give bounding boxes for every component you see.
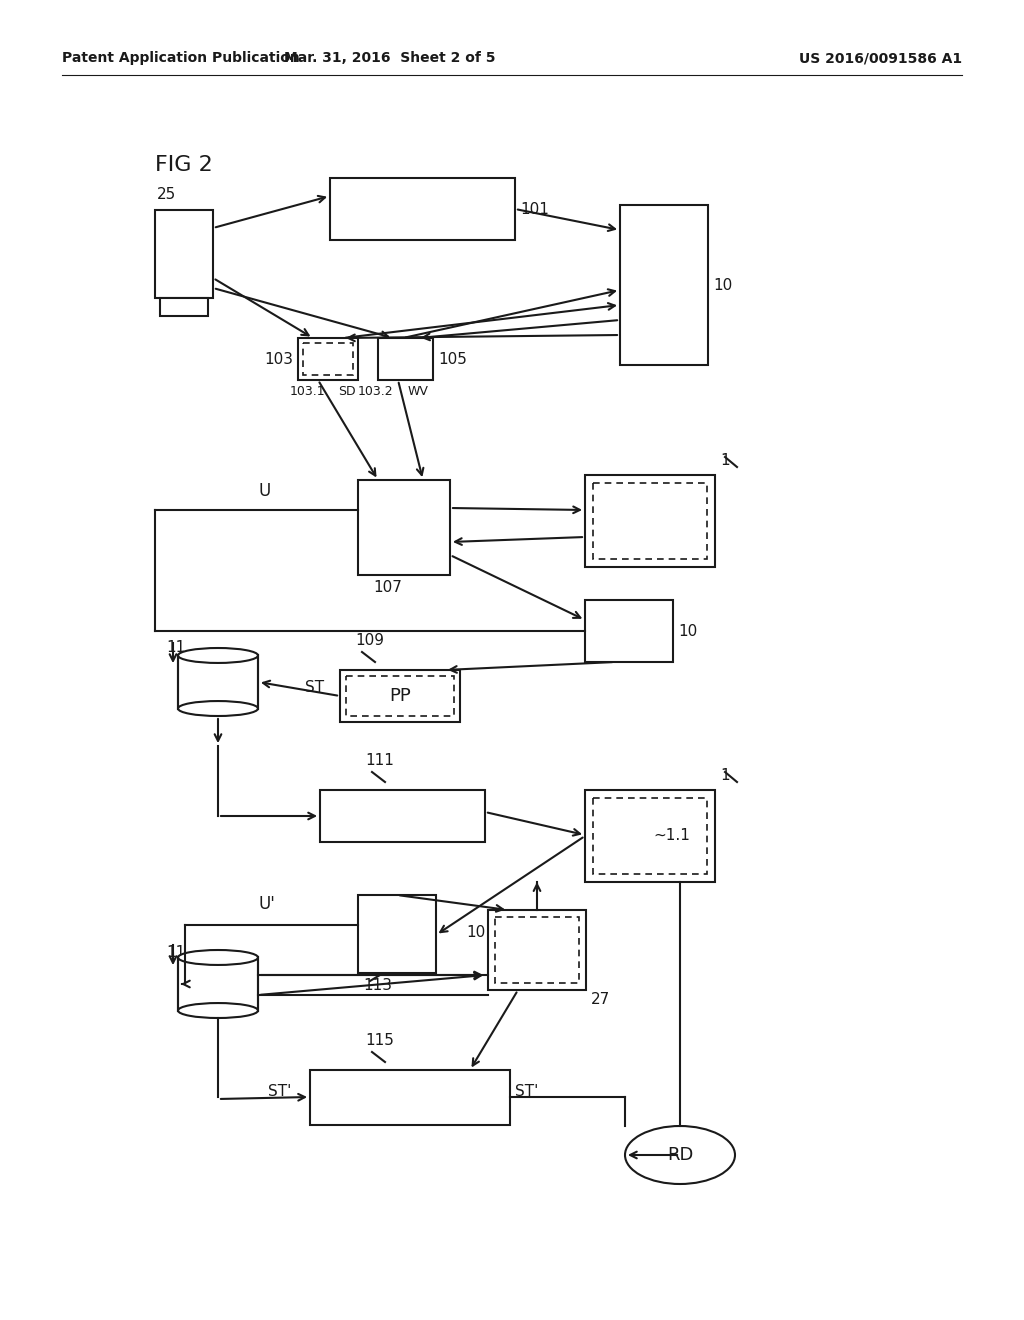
Text: ST': ST': [515, 1085, 539, 1100]
Text: 113: 113: [362, 978, 392, 993]
Text: 1: 1: [720, 453, 730, 469]
Text: PP: PP: [389, 686, 411, 705]
Ellipse shape: [625, 1126, 735, 1184]
Text: ~1.1: ~1.1: [640, 513, 677, 528]
Text: WV: WV: [408, 385, 429, 399]
Bar: [378, 338, 433, 380]
Text: 111: 111: [365, 752, 394, 768]
Text: 27: 27: [591, 993, 610, 1007]
Text: 115: 115: [365, 1034, 394, 1048]
Text: 103.1: 103.1: [290, 385, 326, 399]
Text: 10: 10: [713, 277, 732, 293]
Ellipse shape: [178, 648, 258, 663]
Bar: [319, 789, 485, 842]
Bar: [298, 338, 358, 380]
Text: U': U': [258, 895, 274, 913]
Text: 101: 101: [520, 202, 549, 216]
Ellipse shape: [178, 950, 258, 965]
Bar: [303, 343, 353, 375]
Ellipse shape: [178, 1003, 258, 1018]
Bar: [358, 895, 436, 973]
Text: ST: ST: [305, 681, 325, 696]
Text: RD: RD: [667, 1146, 693, 1164]
Text: ST': ST': [268, 1085, 292, 1100]
Ellipse shape: [178, 701, 258, 715]
Text: 103: 103: [264, 351, 293, 367]
Text: 10: 10: [466, 925, 485, 940]
Text: 107: 107: [373, 579, 401, 595]
Text: U: U: [258, 482, 270, 500]
Text: 1: 1: [720, 768, 730, 783]
Bar: [620, 205, 708, 366]
Bar: [330, 178, 515, 240]
Text: 25: 25: [157, 187, 176, 202]
Bar: [593, 799, 707, 874]
Text: 10: 10: [678, 623, 697, 639]
Text: 109: 109: [355, 634, 384, 648]
Bar: [179, 957, 257, 1011]
Bar: [593, 483, 707, 558]
Bar: [340, 671, 460, 722]
Bar: [495, 917, 579, 983]
Bar: [585, 475, 715, 568]
Text: Patent Application Publication: Patent Application Publication: [62, 51, 300, 65]
Bar: [155, 210, 213, 298]
Bar: [585, 789, 715, 882]
Bar: [585, 601, 673, 663]
Bar: [310, 1071, 510, 1125]
Bar: [179, 656, 257, 709]
Text: 11: 11: [166, 945, 185, 960]
Bar: [488, 909, 586, 990]
Text: SD: SD: [338, 385, 355, 399]
Bar: [160, 298, 208, 315]
Bar: [358, 480, 450, 576]
Text: US 2016/0091586 A1: US 2016/0091586 A1: [799, 51, 962, 65]
Text: 103.2: 103.2: [358, 385, 393, 399]
Text: Mar. 31, 2016  Sheet 2 of 5: Mar. 31, 2016 Sheet 2 of 5: [285, 51, 496, 65]
Text: FIG 2: FIG 2: [155, 154, 213, 176]
Text: 105: 105: [438, 351, 467, 367]
Text: ~1.1: ~1.1: [653, 829, 690, 843]
Bar: [346, 676, 454, 715]
Text: 11: 11: [166, 640, 185, 655]
